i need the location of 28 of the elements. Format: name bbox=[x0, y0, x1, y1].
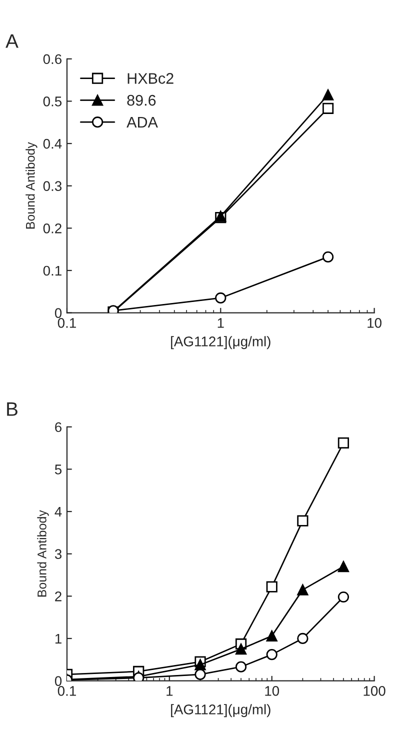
y-axis-title: Bound Antibody bbox=[26, 142, 38, 229]
x-axis-title: [AG1121](μg/ml) bbox=[171, 336, 270, 350]
y-tick-label: 1 bbox=[55, 634, 62, 644]
y-tick-label: 0.3 bbox=[43, 181, 62, 192]
y-tick-label: 0.4 bbox=[43, 138, 62, 149]
y-tick-label: 0 bbox=[54, 676, 62, 686]
y-axis-title: Bound Antibody bbox=[37, 510, 49, 597]
y-tick-label: 6 bbox=[55, 422, 62, 432]
y-tick-label: 2 bbox=[55, 591, 62, 602]
y-tick-label: 4 bbox=[54, 506, 62, 517]
y-tick-label: 5 bbox=[54, 464, 62, 474]
y-tick-label: 0.1 bbox=[43, 266, 62, 276]
x-tick-label: 1 bbox=[166, 686, 173, 696]
chart-title: A bbox=[6, 34, 18, 48]
x-tick-label: 100 bbox=[364, 686, 386, 696]
x-axis-title: [AG1121](μg/ml) bbox=[171, 704, 270, 718]
x-tick-label: 1 bbox=[218, 318, 224, 328]
y-tick-label: 0.6 bbox=[43, 54, 62, 64]
legend-label: ADA bbox=[126, 116, 158, 128]
chart-title: B bbox=[7, 402, 18, 416]
legend-label: 89.6 bbox=[127, 94, 156, 106]
x-tick-label: 10 bbox=[265, 686, 280, 696]
x-tick-label: 10 bbox=[368, 318, 382, 328]
legend-label: HXBc2 bbox=[128, 73, 174, 84]
y-tick-label: 3 bbox=[54, 549, 62, 560]
y-tick-label: 0 bbox=[54, 308, 62, 318]
y-tick-label: 0.5 bbox=[43, 96, 62, 106]
y-tick-label: 0.2 bbox=[43, 223, 62, 234]
